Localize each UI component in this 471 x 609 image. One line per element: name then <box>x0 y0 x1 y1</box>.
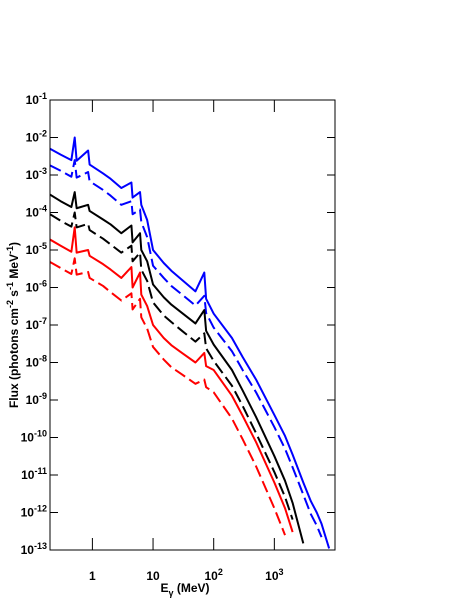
y-tick-label: 10-6 <box>26 279 47 295</box>
y-axis-label-part: -1 <box>5 282 15 290</box>
series-line <box>50 257 286 536</box>
y-axis-label-part: ) <box>7 242 21 246</box>
x-tick-label: 103 <box>265 567 283 583</box>
y-tick-label-exponent: -5 <box>39 241 47 251</box>
series-line <box>50 211 294 520</box>
y-tick-label: 10-7 <box>26 316 47 332</box>
y-tick-label-base: 10 <box>21 506 35 520</box>
y-tick-label-base: 10 <box>26 318 40 332</box>
x-tick-label: 10 <box>146 569 160 583</box>
x-tick-label-exponent: 2 <box>218 567 223 577</box>
y-tick-label: 10-1 <box>26 91 47 107</box>
y-tick-label: 10-3 <box>26 166 47 182</box>
y-axis-label-part: -2 <box>5 300 15 308</box>
y-tick-label: 10-8 <box>26 354 47 370</box>
y-tick-label-base: 10 <box>21 431 35 445</box>
y-tick-label-exponent: -12 <box>34 504 47 514</box>
y-axis-label-part: s <box>7 290 21 300</box>
y-tick-label: 10-10 <box>21 429 47 445</box>
x-axis-label: Eγ (MeV) <box>160 581 209 598</box>
y-axis-label-part: -1 <box>5 246 15 254</box>
y-tick-label: 10-12 <box>21 504 47 520</box>
y-tick-label-exponent: -2 <box>39 129 47 139</box>
y-tick-label-exponent: -9 <box>39 391 47 401</box>
y-tick-label-base: 10 <box>21 468 35 482</box>
x-tick-label-exponent: 3 <box>279 567 284 577</box>
y-tick-label-exponent: -10 <box>34 429 47 439</box>
y-tick-label: 10-4 <box>26 204 47 220</box>
y-axis-label-part: Flux (photons cm <box>7 308 21 408</box>
y-tick-label-base: 10 <box>21 543 35 557</box>
x-tick-label: 1 <box>89 569 96 583</box>
y-axis-label-part: MeV <box>7 254 21 282</box>
x-tick-label-base: 10 <box>265 569 279 583</box>
y-tick-label-base: 10 <box>26 393 40 407</box>
y-tick-label-base: 10 <box>26 131 40 145</box>
y-tick-label-base: 10 <box>26 281 40 295</box>
y-tick-label-exponent: -8 <box>39 354 47 364</box>
y-tick-label: 10-11 <box>21 466 47 482</box>
x-axis-label-part: γ <box>169 588 174 598</box>
y-tick-label: 10-2 <box>26 129 47 145</box>
x-axis-label-part: (MeV) <box>174 581 210 595</box>
x-tick-label: 102 <box>205 567 223 583</box>
y-tick-label-base: 10 <box>26 356 40 370</box>
y-tick-label-base: 10 <box>26 168 40 182</box>
y-tick-label-exponent: -7 <box>39 316 47 326</box>
y-tick-label-base: 10 <box>26 206 40 220</box>
plot-lines <box>50 136 331 549</box>
y-tick-label-exponent: -11 <box>34 466 47 476</box>
y-tick-label: 10-9 <box>26 391 47 407</box>
y-tick-label: 10-5 <box>26 241 47 257</box>
y-tick-label-exponent: -4 <box>39 204 47 214</box>
series-line <box>50 226 294 533</box>
series-line <box>50 191 305 544</box>
y-axis-label: Flux (photons cm-2 s-1 MeV-1) <box>5 242 21 408</box>
y-tick-label-exponent: -1 <box>39 91 47 101</box>
y-tick-label-base: 10 <box>26 93 40 107</box>
x-axis-label-part: E <box>160 581 168 595</box>
series-line <box>50 159 323 538</box>
y-tick-label: 10-13 <box>21 541 47 557</box>
series-line <box>50 136 331 549</box>
y-tick-label-exponent: -13 <box>34 541 47 551</box>
x-tick-label-base: 10 <box>205 569 219 583</box>
y-tick-label-exponent: -6 <box>39 279 47 289</box>
y-tick-label-exponent: -3 <box>39 166 47 176</box>
y-tick-label-base: 10 <box>26 243 40 257</box>
